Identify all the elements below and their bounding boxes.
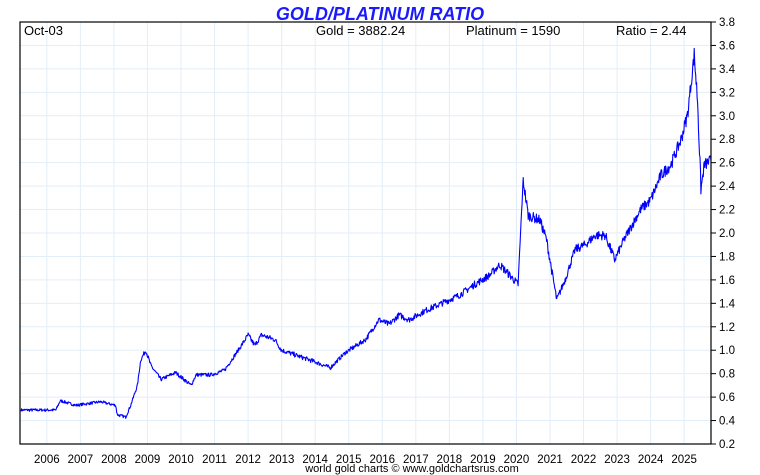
credit-text: world gold charts © www.goldchartsrus.co… bbox=[304, 463, 519, 475]
x-tick-label: 2006 bbox=[34, 454, 60, 466]
y-tick-label: 3.4 bbox=[719, 64, 736, 76]
header-ratio: Ratio = 2.44 bbox=[616, 23, 686, 38]
y-tick-label: 3.6 bbox=[719, 40, 735, 52]
y-tick-label: 2.6 bbox=[719, 158, 735, 170]
x-tick-label: 2025 bbox=[671, 454, 697, 466]
series-layer bbox=[20, 47, 712, 419]
y-tick-label: 2.8 bbox=[719, 134, 735, 146]
x-axis: 2006 2007 2008 2009 2010 2011 2012 2013 2014 2015… bbox=[34, 454, 697, 466]
x-tick-label: 2010 bbox=[168, 454, 194, 466]
x-tick-label: 2022 bbox=[571, 454, 597, 466]
y-tick-label: 1.6 bbox=[719, 275, 735, 287]
grid bbox=[20, 21, 711, 445]
y-tick-label: 0.8 bbox=[719, 369, 735, 381]
y-axis: 0.2 0.4 0.6 0.8 1.0 1.2 1.4 1.6 1.8 2.0 2.2 2.4 2.6 2… bbox=[711, 17, 736, 451]
x-tick-label: 2013 bbox=[269, 454, 295, 466]
x-tick-label: 2009 bbox=[135, 454, 161, 466]
y-tick-label: 2.2 bbox=[719, 205, 735, 217]
x-tick-label: 2007 bbox=[68, 454, 94, 466]
header-platinum: Platinum = 1590 bbox=[466, 23, 560, 38]
y-tick-label: 3.8 bbox=[719, 17, 735, 29]
y-tick-label: 0.6 bbox=[719, 392, 735, 404]
x-tick-label: 2024 bbox=[638, 454, 664, 466]
header-gold: Gold = 3882.24 bbox=[316, 23, 405, 38]
y-tick-label: 1.8 bbox=[719, 251, 735, 263]
y-tick-label: 1.0 bbox=[719, 345, 735, 357]
x-tick-label: 2008 bbox=[101, 454, 127, 466]
x-tick-label: 2020 bbox=[504, 454, 530, 466]
y-tick-label: 0.4 bbox=[719, 416, 736, 428]
y-tick-label: 3.0 bbox=[719, 111, 735, 123]
y-tick-label: 3.2 bbox=[719, 87, 735, 99]
y-tick-label: 1.4 bbox=[719, 298, 736, 310]
x-tick-label: 2016 bbox=[369, 454, 395, 466]
x-tick-label: 2017 bbox=[403, 454, 429, 466]
y-tick-label: 1.2 bbox=[719, 322, 735, 334]
x-tick-label: 2018 bbox=[437, 454, 463, 466]
chart-title: GOLD/PLATINUM RATIO bbox=[276, 4, 484, 24]
x-tick-label: 2015 bbox=[336, 454, 362, 466]
x-tick-label: 2012 bbox=[235, 454, 261, 466]
ratio-series-line bbox=[20, 47, 712, 419]
header-date: Oct-03 bbox=[24, 23, 63, 38]
x-tick-label: 2023 bbox=[604, 454, 630, 466]
y-tick-label: 0.2 bbox=[719, 439, 735, 451]
x-tick-label: 2011 bbox=[202, 454, 227, 466]
y-tick-label: 2.4 bbox=[719, 181, 736, 193]
y-tick-label: 2.0 bbox=[719, 228, 735, 240]
x-tick-label: 2021 bbox=[537, 454, 563, 466]
x-tick-label: 2014 bbox=[302, 454, 328, 466]
x-tick-label: 2019 bbox=[470, 454, 496, 466]
